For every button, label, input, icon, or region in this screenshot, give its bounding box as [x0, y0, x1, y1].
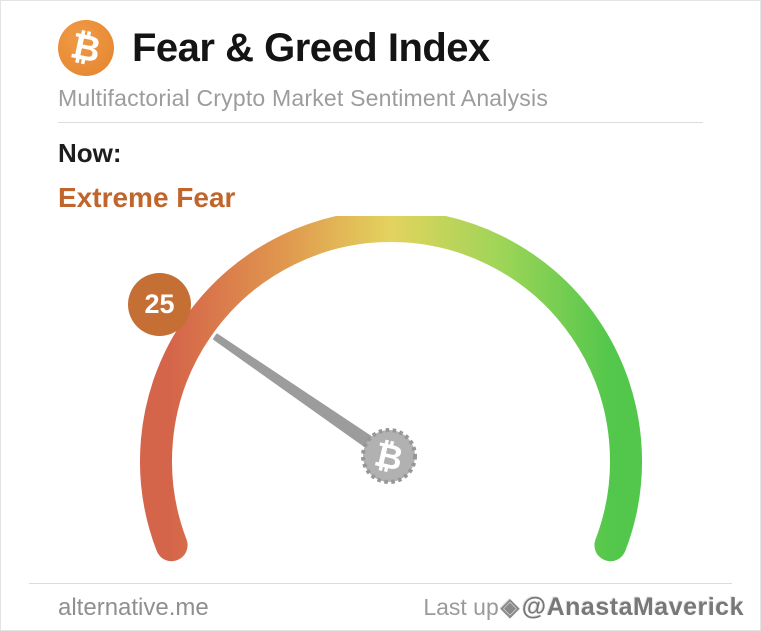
header-divider — [58, 122, 703, 123]
gauge-needle — [213, 333, 394, 463]
bitcoin-symbol: ₿ — [67, 24, 105, 71]
gauge-value: 25 — [144, 289, 175, 319]
last-updated-text: Last up — [423, 594, 499, 620]
footer: alternative.me Last up ◈ @AnastaMaverick — [58, 593, 744, 622]
header: ₿ Fear & Greed Index — [58, 20, 490, 76]
page-title: Fear & Greed Index — [132, 26, 490, 70]
needle-hub: ₿ — [361, 428, 417, 484]
gauge-arc — [140, 216, 642, 562]
watermark-text: @AnastaMaverick — [521, 593, 744, 621]
footer-right: Last up ◈ @AnastaMaverick — [423, 593, 744, 622]
now-label: Now: — [58, 138, 122, 168]
footer-divider — [29, 583, 732, 584]
gauge-chart: ₿ — [140, 216, 642, 562]
sentiment-value: Extreme Fear — [58, 182, 236, 213]
diamond-icon: ◈ — [500, 594, 520, 621]
bitcoin-logo-icon: ₿ — [58, 20, 114, 76]
watermark: ◈ @AnastaMaverick — [501, 593, 744, 622]
page-subtitle: Multifactorial Crypto Market Sentiment A… — [58, 85, 549, 111]
source-link[interactable]: alternative.me — [58, 594, 209, 621]
gauge-value-badge: 25 — [128, 273, 191, 336]
